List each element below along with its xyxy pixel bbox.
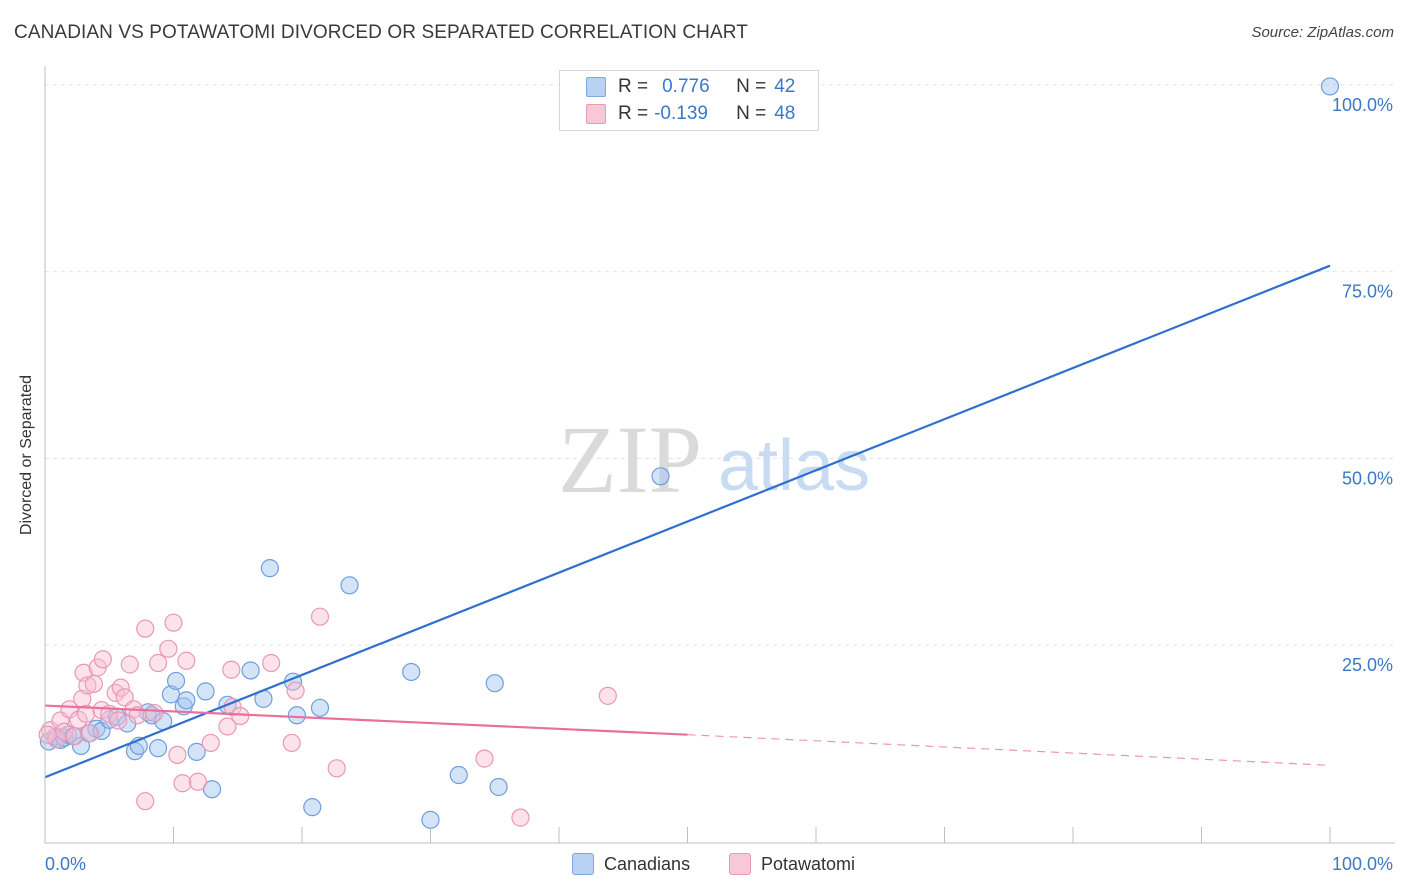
- potawatomi-point: [218, 717, 237, 736]
- canadians-point: [340, 576, 359, 595]
- potawatomi-point: [136, 792, 155, 811]
- canadians-point: [166, 671, 186, 691]
- watermark-zip: ZIP: [558, 406, 702, 513]
- watermark: ZIP atlas: [558, 406, 870, 513]
- bottom-legend-swatch-potawatomi: [729, 853, 751, 875]
- potawatomi-point: [327, 759, 346, 778]
- potawatomi-point: [177, 651, 196, 670]
- potawatomi-point: [65, 727, 84, 746]
- canadians-point: [310, 698, 330, 717]
- potawatomi-point: [80, 724, 100, 743]
- canadians-point: [187, 742, 206, 761]
- potawatomi-point: [111, 678, 130, 697]
- canadians-point: [303, 798, 322, 817]
- potawatomi-point: [201, 733, 220, 753]
- potawatomi-point: [164, 613, 183, 632]
- canadians-point: [287, 706, 306, 725]
- potawatomi-point: [282, 733, 301, 753]
- potawatomi-point: [222, 660, 241, 679]
- potawatomi-point: [109, 711, 128, 730]
- canadians-point: [177, 691, 196, 710]
- canadians-point: [421, 810, 440, 829]
- legend-swatch-potawatomi: [586, 104, 606, 124]
- potawatomi-point: [47, 730, 66, 749]
- potawatomi-point: [173, 774, 192, 793]
- potawatomi-point: [60, 700, 79, 719]
- legend-n-value-canadians: 42: [774, 76, 796, 97]
- legend-n-label: N =: [736, 76, 767, 97]
- potawatomi-point: [93, 650, 112, 669]
- points-layer: [38, 77, 1340, 829]
- potawatomi-point: [262, 653, 281, 673]
- y-tick-label: 50.0%: [1342, 468, 1393, 488]
- potawatomi-point: [77, 704, 96, 723]
- canadians-point: [449, 765, 468, 785]
- potawatomi-point: [475, 749, 494, 768]
- source-label: Source: ZipAtlas.com: [1251, 24, 1394, 41]
- potawatomi-point: [148, 653, 168, 673]
- legend-r-label: R =: [618, 76, 649, 97]
- x-tick-label: 0.0%: [45, 854, 86, 874]
- potawatomi-point: [310, 607, 330, 626]
- legend-n-label: N =: [736, 103, 767, 124]
- axis-layer: 25.0% 50.0% 75.0% 100.0% 0.0% 100.0%: [44, 66, 1395, 874]
- potawatomi-point: [511, 808, 530, 827]
- potawatomi-trend-extension: [687, 734, 1331, 766]
- legend-swatch-canadians: [586, 77, 606, 97]
- canadians-point: [196, 682, 215, 701]
- y-tick-label: 75.0%: [1342, 282, 1393, 302]
- legend-r-value-potawatomi: -0.139: [654, 103, 708, 124]
- potawatomi-trend-line: [44, 704, 688, 736]
- potawatomi-point: [38, 725, 57, 744]
- potawatomi-point: [120, 655, 139, 674]
- y-tick-label: 100.0%: [1332, 95, 1393, 115]
- chart-title: CANADIAN VS POTAWATOMI DIVORCED OR SEPAR…: [14, 22, 748, 43]
- bottom-legend-potawatomi[interactable]: Potawatomi: [729, 851, 855, 877]
- potawatomi-point: [78, 676, 97, 695]
- canadians-point: [148, 739, 168, 758]
- canadians-point: [202, 780, 222, 799]
- potawatomi-point: [84, 674, 103, 694]
- bottom-legend-canadians[interactable]: Canadians: [572, 851, 690, 877]
- canadians-point: [651, 467, 670, 486]
- legend-n-value-potawatomi: 48: [774, 103, 796, 124]
- trend-layer: [44, 264, 1331, 779]
- y-tick-label: 25.0%: [1342, 655, 1393, 675]
- grid-layer: [45, 84, 1395, 646]
- watermark-atlas: atlas: [718, 426, 870, 506]
- potawatomi-point: [286, 681, 305, 700]
- potawatomi-point: [136, 619, 155, 638]
- legend-r-label: R =: [618, 103, 649, 124]
- canadians-point: [402, 662, 421, 682]
- potawatomi-point: [159, 639, 178, 658]
- canadians-point: [161, 685, 181, 704]
- potawatomi-point: [168, 745, 187, 764]
- legend-row-canadians: R = 0.776 N = 42: [586, 74, 795, 100]
- canadians-point: [241, 661, 260, 680]
- canadians-point: [485, 674, 504, 693]
- correlation-legend: R = 0.776 N = 42 R = -0.139 N = 48: [559, 70, 819, 131]
- bottom-legend-swatch-canadians: [572, 853, 594, 875]
- legend-row-potawatomi: R = -0.139 N = 48: [586, 101, 795, 127]
- bottom-legend-label-canadians: Canadians: [604, 853, 691, 874]
- canadians-point: [489, 777, 508, 797]
- potawatomi-point: [145, 703, 164, 723]
- x-tick-label: 100.0%: [1332, 854, 1393, 874]
- potawatomi-point: [598, 686, 617, 705]
- canadians-point: [260, 559, 279, 578]
- potawatomi-point: [188, 772, 208, 791]
- legend-r-value-canadians: 0.776: [662, 76, 710, 97]
- potawatomi-point: [231, 706, 250, 726]
- canadians-trend-line: [44, 264, 1331, 779]
- bottom-legend-label-potawatomi: Potawatomi: [761, 853, 856, 874]
- canadians-point: [1320, 77, 1340, 96]
- potawatomi-point: [106, 683, 125, 702]
- y-axis-label: Divorced or Separated: [18, 374, 35, 536]
